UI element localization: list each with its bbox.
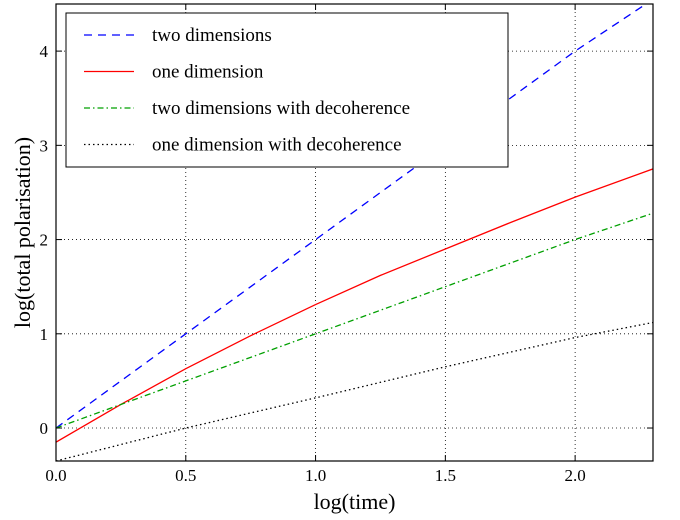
legend-label: one dimension <box>152 62 264 83</box>
series-line-two-dimensions <box>56 4 648 429</box>
y-tick-label: 1 <box>40 325 49 344</box>
y-tick-label: 2 <box>40 231 49 250</box>
legend-label: one dimension with decoherence <box>152 135 402 156</box>
x-tick-label: 2.0 <box>565 466 586 485</box>
x-axis-label: log(time) <box>314 489 396 514</box>
y-tick-label: 0 <box>40 419 49 438</box>
legend-label: two dimensions with decoherence <box>152 98 410 119</box>
y-tick-label: 4 <box>40 42 49 61</box>
x-tick-label: 1.5 <box>435 466 456 485</box>
legend-box <box>65 12 509 168</box>
series-line-two-dimensions-with-decoherence <box>56 212 653 429</box>
legend: two dimensions one dimension two dimension… <box>65 12 509 168</box>
plot-frame <box>55 3 654 462</box>
y-tick-label: 3 <box>40 136 49 155</box>
x-tick-label: 1.0 <box>305 466 326 485</box>
y-axis-label: log(total polarisation) <box>10 137 35 328</box>
x-tick-label: 0.0 <box>45 466 66 485</box>
series-line-one-dimension <box>56 168 653 443</box>
series-line-one-dimension-with-decoherence <box>56 321 653 461</box>
ticks: 0.0 0.5 1.0 1.5 2.0 0 1 2 3 4 <box>40 4 653 485</box>
series-lines <box>56 4 653 461</box>
legend-label: two dimensions <box>152 25 272 46</box>
x-tick-label: 0.5 <box>175 466 196 485</box>
